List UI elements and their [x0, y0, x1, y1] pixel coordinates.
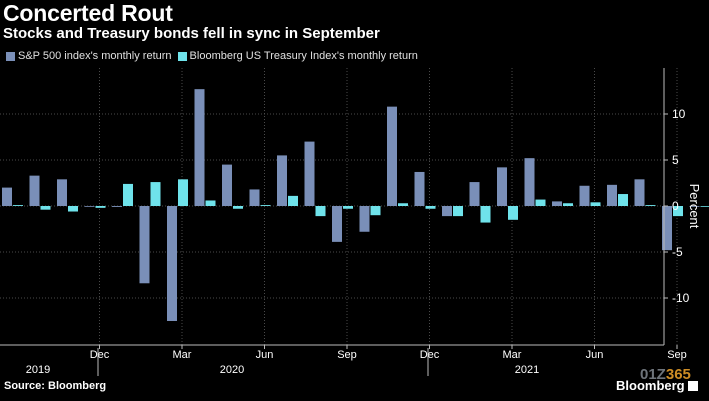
- y-tick-label: -10: [672, 291, 690, 305]
- bar-sp500: [469, 182, 480, 206]
- watermark-part-a: 01Z: [640, 366, 666, 383]
- bar-treasury: [480, 206, 491, 223]
- bar-treasury: [315, 206, 326, 217]
- bar-treasury: [563, 203, 573, 206]
- bar-treasury: [370, 206, 381, 216]
- legend-swatch-treasury: [177, 51, 187, 61]
- bar-treasury: [205, 200, 216, 206]
- bar-sp500: [139, 206, 150, 284]
- bar-sp500: [497, 167, 507, 206]
- legend-label-treasury: Bloomberg US Treasury Index's monthly re…: [189, 50, 418, 62]
- bar-treasury: [260, 205, 271, 206]
- y-tick-label: 10: [672, 107, 686, 121]
- bar-treasury: [343, 206, 353, 209]
- y-tick-label: 0: [672, 199, 679, 213]
- bar-treasury: [700, 206, 709, 207]
- bar-sp500: [634, 179, 645, 206]
- bar-treasury: [123, 183, 133, 206]
- bar-treasury: [453, 206, 463, 217]
- bar-sp500: [2, 187, 12, 206]
- bar-treasury: [178, 179, 188, 206]
- bloomberg-logo: Bloomberg: [616, 378, 698, 393]
- year-label: 2019: [26, 364, 50, 376]
- x-tick-label: Mar: [503, 349, 522, 361]
- bar-sp500: [249, 189, 260, 206]
- brand-text: Bloomberg: [616, 378, 685, 393]
- bar-sp500: [332, 206, 342, 242]
- bar-treasury: [535, 199, 546, 206]
- bar-sp500: [29, 175, 40, 206]
- bar-sp500: [304, 141, 315, 206]
- legend: S&P 500 index's monthly return Bloomberg…: [6, 50, 424, 62]
- bar-sp500: [57, 179, 67, 206]
- bar-treasury: [645, 205, 656, 206]
- bar-treasury: [68, 206, 78, 212]
- x-tick-label: Jun: [256, 349, 274, 361]
- bar-treasury: [508, 206, 518, 220]
- bar-sp500: [387, 106, 397, 206]
- x-tick-label: Jun: [586, 349, 604, 361]
- bar-sp500: [277, 155, 287, 206]
- bar-sp500: [194, 89, 205, 206]
- bar-treasury: [40, 206, 51, 210]
- bar-sp500: [167, 206, 177, 321]
- bar-treasury: [13, 205, 23, 206]
- x-tick-label: Mar: [173, 349, 192, 361]
- source-note: Source: Bloomberg: [4, 380, 107, 392]
- bar-sp500: [552, 201, 562, 206]
- bar-treasury: [398, 203, 408, 206]
- bar-treasury: [233, 206, 243, 209]
- bar-sp500: [359, 206, 370, 232]
- legend-item-sp500: S&P 500 index's monthly return: [6, 50, 172, 62]
- bar-treasury: [618, 194, 628, 206]
- x-tick-label: Sep: [667, 349, 687, 361]
- bar-sp500: [524, 158, 535, 206]
- bar-treasury: [673, 206, 683, 217]
- bar-sp500: [414, 171, 425, 206]
- chart-title: Concerted Rout: [3, 0, 173, 26]
- bar-treasury: [425, 206, 436, 209]
- watermark-part-b: 365: [665, 366, 691, 383]
- x-tick-label: Dec: [90, 349, 110, 361]
- bloomberg-square-icon: [687, 380, 698, 391]
- watermark: 01Z365: [640, 366, 691, 383]
- bar-sp500: [607, 184, 617, 206]
- bar-sp500: [442, 206, 452, 217]
- bar-sp500: [579, 185, 590, 206]
- year-label: 2021: [515, 364, 539, 376]
- y-tick-label: 5: [672, 153, 679, 167]
- bar-sp500: [662, 206, 672, 251]
- year-label: 2020: [220, 364, 244, 376]
- bar-sp500: [84, 206, 95, 207]
- bar-treasury: [95, 206, 106, 208]
- bar-treasury: [288, 195, 298, 206]
- bar-sp500: [222, 164, 232, 206]
- bar-sp500: [689, 206, 700, 207]
- bar-treasury: [590, 202, 601, 206]
- bar-sp500: [112, 206, 122, 207]
- y-axis-title: Percent: [687, 184, 702, 229]
- x-tick-label: Sep: [337, 349, 357, 361]
- legend-item-treasury: Bloomberg US Treasury Index's monthly re…: [177, 50, 418, 62]
- x-tick-label: Dec: [420, 349, 440, 361]
- bar-treasury: [150, 182, 161, 206]
- legend-label-sp500: S&P 500 index's monthly return: [18, 50, 172, 62]
- y-tick-label: -5: [672, 245, 683, 259]
- legend-swatch-sp500: [6, 51, 15, 61]
- chart-subtitle: Stocks and Treasury bonds fell in sync i…: [3, 25, 380, 42]
